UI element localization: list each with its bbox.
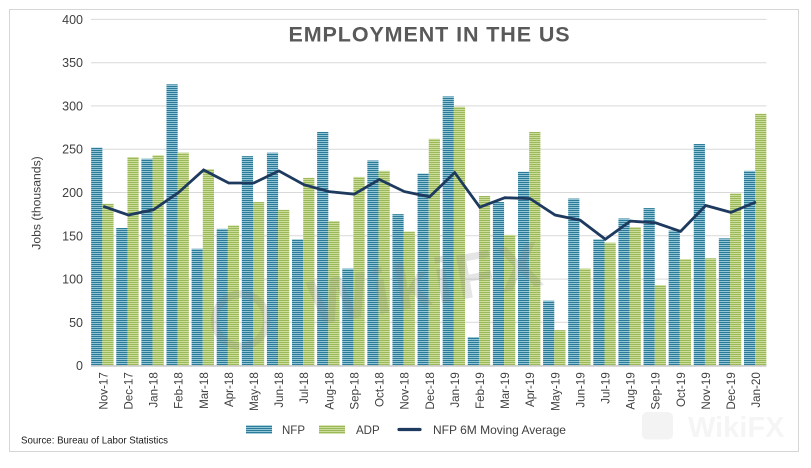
svg-text:WikiFX: WikiFX (688, 412, 785, 444)
svg-text:ADP: ADP (356, 425, 380, 437)
svg-text:Feb-19: Feb-19 (474, 372, 487, 409)
svg-text:Oct-18: Oct-18 (374, 372, 387, 407)
svg-text:Aug-18: Aug-18 (323, 372, 336, 409)
svg-text:Aug-19: Aug-19 (625, 372, 638, 409)
svg-text:Mar-18: Mar-18 (198, 372, 211, 409)
svg-text:Mar-19: Mar-19 (499, 372, 512, 409)
svg-text:Nov-18: Nov-18 (399, 372, 412, 409)
svg-text:0: 0 (76, 359, 83, 373)
svg-text:100: 100 (62, 273, 83, 287)
svg-text:Oct-19: Oct-19 (675, 372, 688, 407)
svg-text:Apr-18: Apr-18 (223, 372, 236, 407)
svg-text:Jul-18: Jul-18 (298, 372, 311, 404)
svg-text:Source: Bureau of Labor Statis: Source: Bureau of Labor Statistics (21, 436, 168, 447)
svg-text:Nov-17: Nov-17 (97, 372, 110, 409)
svg-text:Nov-19: Nov-19 (700, 372, 713, 409)
svg-text:Sep-19: Sep-19 (650, 372, 663, 409)
svg-text:Jobs (thousands): Jobs (thousands) (30, 156, 44, 250)
svg-text:Jan-18: Jan-18 (148, 372, 161, 407)
svg-text:150: 150 (62, 229, 83, 243)
svg-text:300: 300 (62, 99, 83, 113)
svg-text:Feb-18: Feb-18 (173, 372, 186, 409)
svg-text:May-18: May-18 (248, 372, 261, 411)
svg-text:50: 50 (69, 316, 83, 330)
svg-text:250: 250 (62, 143, 83, 157)
svg-text:Jun-18: Jun-18 (273, 372, 286, 407)
svg-text:Jul-19: Jul-19 (600, 372, 613, 404)
svg-text:Dec-17: Dec-17 (123, 372, 136, 409)
svg-text:200: 200 (62, 186, 83, 200)
svg-text:May-19: May-19 (549, 372, 562, 411)
svg-text:NFP 6M Moving Average: NFP 6M Moving Average (433, 423, 566, 437)
svg-text:Jun-19: Jun-19 (574, 372, 587, 407)
svg-text:400: 400 (62, 13, 83, 27)
svg-text:Apr-19: Apr-19 (524, 372, 537, 407)
svg-text:EMPLOYMENT IN THE US: EMPLOYMENT IN THE US (289, 23, 571, 47)
svg-text:Jan-20: Jan-20 (750, 372, 763, 407)
svg-text:Sep-18: Sep-18 (348, 372, 361, 409)
svg-text:Dec-18: Dec-18 (424, 372, 437, 409)
svg-text:350: 350 (62, 56, 83, 70)
svg-text:NFP: NFP (282, 425, 305, 437)
svg-text:Jan-19: Jan-19 (449, 372, 462, 407)
svg-text:Dec-19: Dec-19 (725, 372, 738, 409)
